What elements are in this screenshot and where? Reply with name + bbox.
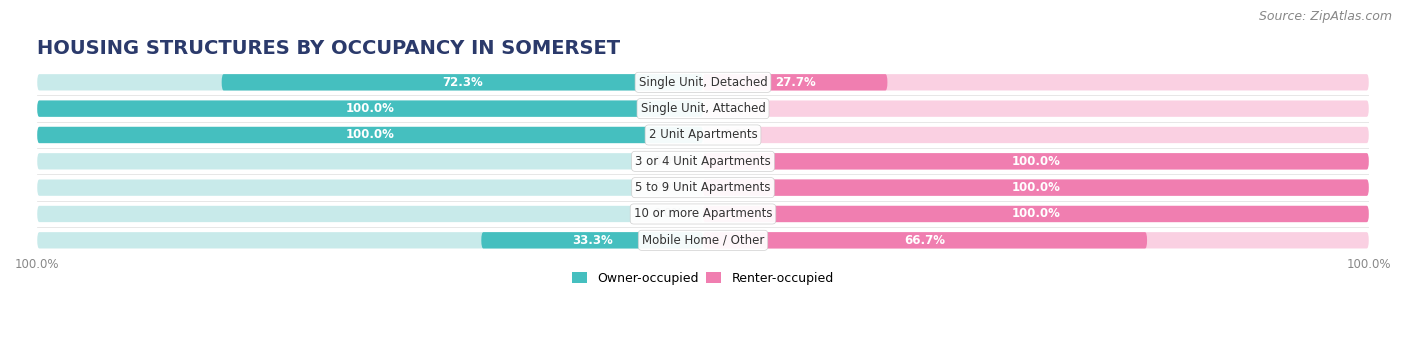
FancyBboxPatch shape — [703, 153, 1369, 170]
Text: 5 to 9 Unit Apartments: 5 to 9 Unit Apartments — [636, 181, 770, 194]
Text: 100.0%: 100.0% — [346, 129, 395, 142]
Text: 72.3%: 72.3% — [441, 76, 482, 89]
FancyBboxPatch shape — [37, 232, 703, 249]
Text: Single Unit, Attached: Single Unit, Attached — [641, 102, 765, 115]
Text: Single Unit, Detached: Single Unit, Detached — [638, 76, 768, 89]
Text: Mobile Home / Other: Mobile Home / Other — [641, 234, 765, 247]
FancyBboxPatch shape — [222, 74, 703, 91]
Text: 0.0%: 0.0% — [723, 129, 752, 142]
Text: 3 or 4 Unit Apartments: 3 or 4 Unit Apartments — [636, 155, 770, 168]
Text: 0.0%: 0.0% — [654, 155, 683, 168]
Text: Source: ZipAtlas.com: Source: ZipAtlas.com — [1258, 10, 1392, 23]
FancyBboxPatch shape — [37, 74, 703, 91]
FancyBboxPatch shape — [481, 232, 703, 249]
FancyBboxPatch shape — [703, 206, 1369, 222]
Text: 0.0%: 0.0% — [723, 102, 752, 115]
Text: 0.0%: 0.0% — [654, 181, 683, 194]
FancyBboxPatch shape — [37, 153, 703, 170]
Text: 100.0%: 100.0% — [346, 102, 395, 115]
Text: 2 Unit Apartments: 2 Unit Apartments — [648, 129, 758, 142]
Text: 33.3%: 33.3% — [572, 234, 613, 247]
FancyBboxPatch shape — [703, 74, 887, 91]
Text: 10 or more Apartments: 10 or more Apartments — [634, 208, 772, 221]
FancyBboxPatch shape — [37, 206, 703, 222]
FancyBboxPatch shape — [703, 127, 1369, 143]
Text: 27.7%: 27.7% — [775, 76, 815, 89]
FancyBboxPatch shape — [703, 153, 1369, 170]
FancyBboxPatch shape — [703, 74, 1369, 91]
Text: 100.0%: 100.0% — [1011, 208, 1060, 221]
FancyBboxPatch shape — [37, 127, 703, 143]
FancyBboxPatch shape — [703, 232, 1147, 249]
FancyBboxPatch shape — [703, 180, 1369, 196]
Text: HOUSING STRUCTURES BY OCCUPANCY IN SOMERSET: HOUSING STRUCTURES BY OCCUPANCY IN SOMER… — [37, 39, 620, 58]
FancyBboxPatch shape — [37, 127, 703, 143]
Legend: Owner-occupied, Renter-occupied: Owner-occupied, Renter-occupied — [568, 267, 838, 290]
Text: 100.0%: 100.0% — [1011, 181, 1060, 194]
FancyBboxPatch shape — [37, 101, 703, 117]
FancyBboxPatch shape — [703, 101, 1369, 117]
Text: 0.0%: 0.0% — [654, 208, 683, 221]
FancyBboxPatch shape — [703, 232, 1369, 249]
FancyBboxPatch shape — [703, 180, 1369, 196]
FancyBboxPatch shape — [37, 101, 703, 117]
Text: 66.7%: 66.7% — [904, 234, 945, 247]
FancyBboxPatch shape — [703, 206, 1369, 222]
FancyBboxPatch shape — [37, 180, 703, 196]
Text: 100.0%: 100.0% — [1011, 155, 1060, 168]
